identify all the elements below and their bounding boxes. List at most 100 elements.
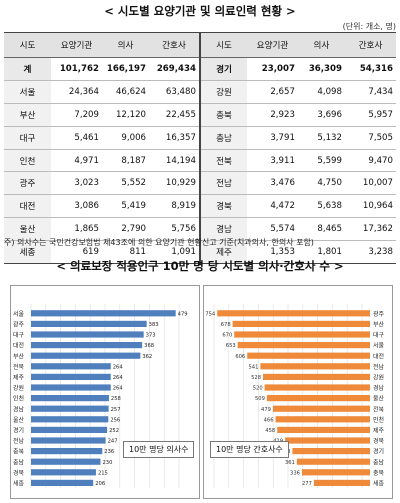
bar: [31, 469, 96, 476]
value-cell: 24,364: [51, 80, 102, 104]
value-cell: 54,316: [344, 57, 396, 81]
category-label: 전남: [13, 437, 25, 445]
category-label: 충남: [373, 458, 385, 466]
region-cell: 경북: [198, 194, 247, 219]
value-cell: 1,865: [51, 217, 102, 242]
bar: [31, 479, 94, 486]
value-label: 256: [110, 417, 120, 423]
value-cell: 166,197: [101, 57, 150, 81]
value-cell: 22,455: [149, 103, 200, 127]
category-label: 강원: [13, 384, 24, 392]
value-label: 264: [113, 386, 124, 392]
region-cell: 제주: [198, 240, 247, 265]
value-label: 653: [226, 343, 236, 349]
table-header-cell: 의사: [101, 32, 150, 58]
doctor-chart-panel: 서울 479 광주 383 대구 373 대전 368 부산 362 전북 264 제주 264 강원 264…: [10, 285, 200, 499]
region-cell: 계: [4, 57, 52, 81]
category-label: 울산: [373, 395, 385, 403]
table-row: 대구 5,461 9,006 16,357 충남 3,791 5,132 7,505: [4, 126, 396, 150]
chart-section-title: < 의료보장 적용인구 10만 명 당 시도별 의사·간호사 수 >: [56, 259, 344, 273]
bar: [31, 416, 109, 423]
table-row: 인천 4,971 8,187 14,194 전북 3,911 5,599 9,470: [4, 149, 396, 173]
category-label: 인천: [13, 395, 24, 403]
value-label: 373: [146, 333, 156, 339]
value-label: 215: [98, 470, 108, 476]
bar: [31, 342, 143, 349]
value-cell: 9,470: [344, 149, 396, 173]
table-header-row: 시도 요양기관 의사 간호사 시도 요양기관 의사 간호사: [4, 32, 396, 58]
value-cell: 5,552: [101, 171, 150, 196]
bar: [313, 479, 370, 486]
value-cell: 5,461: [51, 126, 102, 150]
stats-table: 시도 요양기관 의사 간호사 시도 요양기관 의사 간호사 계 101,762 166,197 26…: [4, 32, 396, 265]
value-cell: 14,194: [149, 149, 200, 173]
bar: [31, 395, 109, 402]
bar: [31, 310, 176, 317]
value-cell: 7,505: [344, 126, 396, 150]
bar: [237, 342, 370, 349]
value-cell: 1,353: [247, 240, 298, 265]
table-header-cell: 간호사: [344, 32, 396, 58]
value-cell: 101,762: [51, 57, 102, 81]
bar: [31, 426, 108, 433]
nurse-chart-legend: 10만 명당 간호사수: [210, 441, 289, 458]
bar: [232, 320, 370, 327]
value-label: 264: [113, 364, 124, 370]
region-cell: 대구: [4, 126, 52, 150]
value-cell: 811: [101, 240, 150, 265]
bar: [264, 384, 370, 391]
bar: [31, 448, 103, 455]
table-header-cell: 요양기관: [247, 32, 298, 58]
value-cell: 2,790: [101, 217, 150, 242]
value-cell: 4,472: [247, 194, 298, 219]
region-cell: 경기: [198, 57, 247, 81]
value-cell: 269,434: [149, 57, 200, 81]
category-label: 제주: [13, 374, 25, 382]
value-cell: 3,696: [297, 103, 345, 127]
value-label: 361: [285, 460, 295, 466]
bar: [301, 469, 370, 476]
value-cell: 3,086: [51, 194, 102, 219]
bar: [263, 373, 370, 380]
category-label: 서울: [13, 310, 25, 318]
nurse-chart-panel: 광주 754 부산 678 대구 670 서울 653 대전 606 전남 541 강원 528 경남 520…: [203, 285, 393, 499]
value-cell: 1,801: [297, 240, 345, 265]
value-label: 362: [142, 354, 152, 360]
bar: [217, 310, 370, 317]
category-label: 경북: [373, 438, 385, 445]
value-label: 383: [149, 322, 159, 328]
nurse-bar-chart: 광주 754 부산 678 대구 670 서울 653 대전 606 전남 541 강원 528 경남 520…: [205, 304, 385, 489]
bar: [31, 373, 111, 380]
value-cell: 10,007: [344, 171, 396, 196]
value-cell: 16,357: [149, 126, 200, 150]
value-cell: 8,465: [297, 217, 345, 242]
bar: [272, 405, 370, 412]
value-cell: 3,023: [51, 171, 102, 196]
value-cell: 7,209: [51, 103, 102, 127]
bar: [31, 331, 144, 338]
bar: [31, 405, 109, 412]
category-label: 충남: [13, 458, 25, 466]
value-cell: 5,132: [297, 126, 345, 150]
value-cell: 5,419: [101, 194, 150, 219]
table-row: 세종 619 811 1,091 제주 1,353 1,801 3,238: [4, 240, 396, 265]
region-cell: 충북: [198, 103, 247, 127]
value-label: 252: [109, 428, 119, 434]
table-header-cell: 간호사: [149, 32, 200, 58]
value-label: 541: [248, 364, 258, 370]
table-row: 대전 3,086 5,419 8,919 경북 4,472 5,638 10,964: [4, 194, 396, 219]
value-label: 479: [261, 407, 271, 413]
region-cell: 충남: [198, 126, 247, 150]
footnote: 주) 의사수는 국민건강보험법 제43조에 의한 요양기관 현황신고 기준(치과…: [4, 238, 314, 247]
table-row: 부산 7,209 12,120 22,455 충북 2,923 3,696 5,957: [4, 103, 396, 127]
category-label: 전북: [373, 405, 385, 413]
bar: [296, 458, 370, 465]
category-label: 경남: [13, 405, 25, 413]
value-label: 466: [264, 417, 274, 423]
value-label: 509: [255, 396, 265, 402]
category-label: 부산: [373, 321, 385, 329]
value-label: 230: [102, 460, 112, 466]
value-label: 206: [95, 481, 105, 487]
value-cell: 2,923: [247, 103, 298, 127]
region-cell: 인천: [4, 149, 52, 173]
